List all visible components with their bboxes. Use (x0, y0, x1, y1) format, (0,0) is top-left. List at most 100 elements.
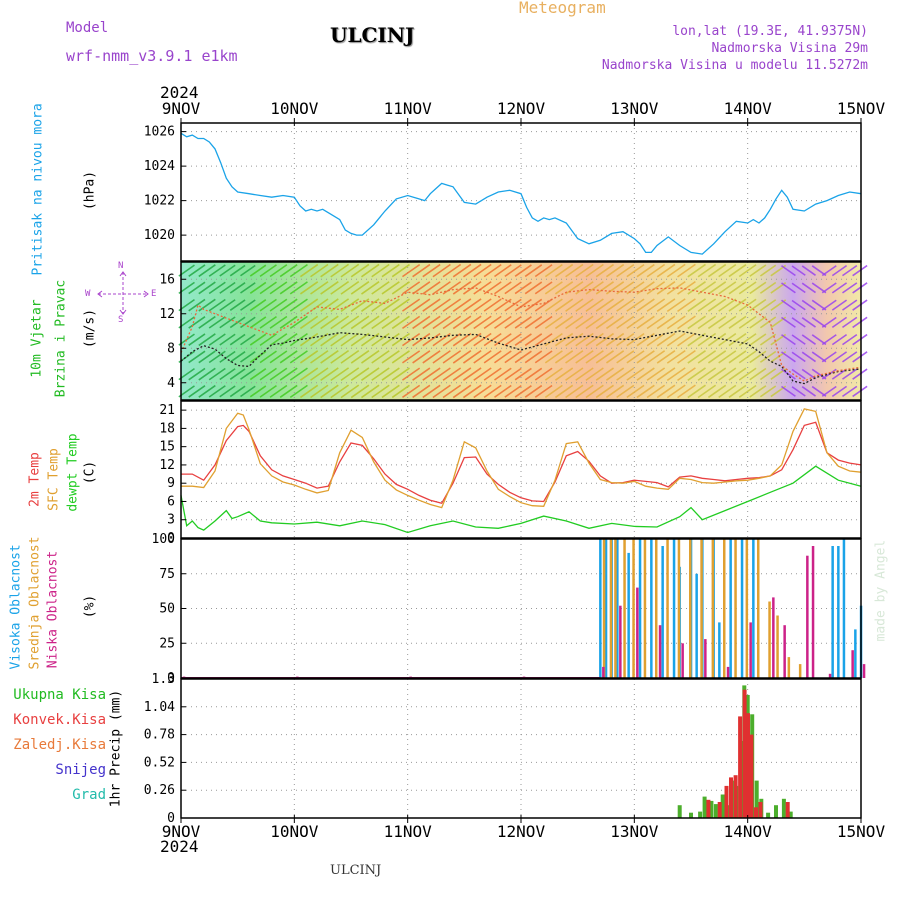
wind-barb (188, 350, 206, 364)
bar (602, 666, 605, 678)
wind-barb (208, 264, 226, 277)
wind-barb (442, 315, 462, 330)
wind-barb (554, 315, 574, 330)
wind-barb (412, 332, 431, 347)
y-tick-label: 75 (159, 567, 175, 582)
wind-barb (759, 350, 777, 363)
wind-barb (565, 315, 584, 330)
wind-barb (616, 350, 635, 364)
wind-barb (442, 384, 462, 399)
wind-barb (473, 332, 492, 347)
wind-barb (310, 350, 329, 364)
wind-barb (605, 384, 625, 399)
wind-barb (687, 298, 706, 312)
wind-barb (240, 368, 256, 380)
wind-barb (198, 367, 216, 381)
wind-barb (462, 384, 482, 399)
wind-barb (452, 298, 472, 312)
wind-barb (412, 350, 431, 364)
wind-barb (718, 281, 737, 295)
wind-barb (565, 350, 584, 364)
wind-barb (605, 315, 625, 330)
wind-barb (432, 367, 451, 381)
wind-barb (759, 281, 777, 294)
wind-barb (595, 281, 615, 295)
wind-barb (605, 298, 625, 312)
wind-barb (791, 386, 806, 397)
wind-barb (310, 384, 329, 399)
bar (717, 802, 722, 818)
bar (704, 639, 707, 678)
bar (619, 605, 622, 678)
wind-barb (330, 349, 350, 364)
y-tick-label: 1024 (144, 159, 175, 174)
wind-barb (269, 315, 288, 329)
wind-barb (289, 263, 308, 278)
bar (766, 812, 771, 818)
wind-barb (240, 316, 256, 329)
wind-barb (707, 315, 727, 330)
station-title: ULCINJ (330, 23, 415, 47)
wind-barb (219, 316, 236, 329)
wind-barb (452, 367, 472, 381)
bar (723, 539, 726, 678)
bar (738, 716, 743, 818)
wind-barb (801, 265, 816, 276)
wind-barb (299, 315, 319, 330)
wind-barb (749, 264, 767, 277)
bar (776, 615, 779, 678)
wind-barb (707, 384, 727, 399)
wind-barb (299, 332, 319, 347)
wind-barb (289, 281, 308, 295)
wind-barb (697, 332, 717, 347)
wind-barb (320, 332, 339, 347)
wind-barb (198, 384, 216, 398)
wind-barb (524, 384, 543, 398)
bar (709, 800, 714, 818)
wind-barb (208, 385, 226, 398)
wind-barb (504, 315, 522, 329)
wind-barb (781, 265, 796, 277)
wind-barb (842, 264, 858, 277)
wind-barb (791, 317, 806, 328)
wind-barb (687, 281, 706, 295)
wind-barb (595, 332, 615, 347)
wind-barb (371, 315, 390, 330)
legend-freezing-rain: Zaledj.Kisa (13, 737, 106, 753)
wind-barb (340, 350, 360, 364)
wind-barb (605, 332, 625, 347)
wind-barb (279, 281, 298, 295)
wind-barb (483, 367, 502, 381)
wind-barb (738, 384, 757, 398)
wind-barb (677, 332, 696, 347)
y-tick-label: 16 (159, 272, 175, 287)
wind-barb (544, 367, 563, 381)
bar (666, 539, 669, 678)
y-tick-label: 6 (167, 494, 175, 509)
wind-barb (781, 282, 796, 294)
wind-barb (483, 263, 502, 278)
wind-barb (646, 367, 666, 381)
wind-barb (821, 385, 837, 397)
altitude-label: Nadmorska Visina 29m (711, 41, 868, 56)
wind-barb (759, 333, 777, 346)
wind-barb (524, 281, 543, 295)
wind-barb (381, 384, 400, 399)
wind-barb (575, 350, 594, 364)
wind-barb (514, 298, 532, 312)
wind-barb (269, 384, 288, 398)
series-line (180, 330, 862, 385)
wind-barb (249, 333, 267, 346)
x-tick-label-top: 9NOV (162, 99, 201, 118)
wind-barb (666, 349, 686, 364)
bar (638, 539, 642, 678)
wind-barb (279, 298, 298, 312)
legend-conv-rain: Konvek.Kisa (13, 712, 106, 728)
wind-barb (269, 298, 288, 312)
wind-barb (534, 298, 553, 312)
wind-barb (371, 298, 390, 312)
wind-barb (229, 368, 246, 380)
wind-barb (575, 332, 594, 347)
bar (749, 622, 752, 678)
wind-barb (585, 281, 604, 295)
